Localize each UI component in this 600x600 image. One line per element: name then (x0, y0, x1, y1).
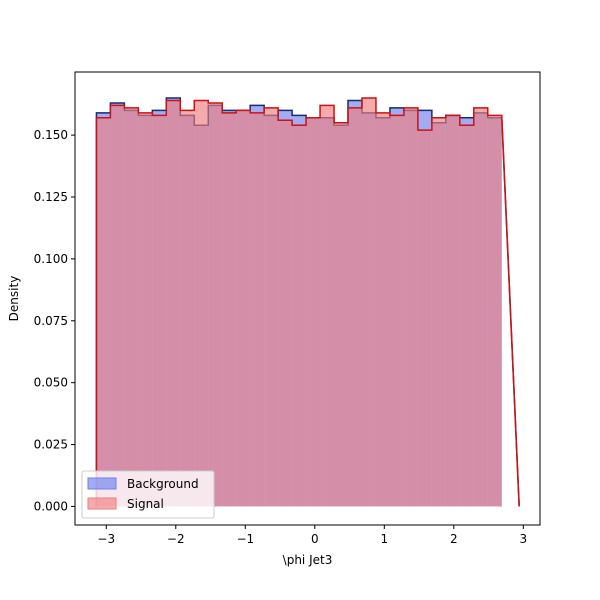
legend-label-background: Background (127, 477, 199, 491)
bar-signal (138, 112, 153, 507)
y-tick-label: 0.050 (34, 376, 68, 390)
axes-frame (74, 71, 541, 526)
x-tick-label: 0 (311, 532, 319, 546)
legend-swatch-background (87, 477, 117, 490)
x-tick-label: −1 (236, 532, 254, 546)
bar-signal (194, 100, 209, 507)
bar-signal (152, 115, 167, 507)
legend-swatch-signal (87, 497, 117, 510)
x-tick-label: 1 (380, 532, 388, 546)
y-tick-label: 0.000 (34, 499, 68, 513)
step-outline-signal (95, 97, 520, 507)
y-tick-label: 0.100 (34, 252, 68, 266)
y-tick-label: 0.075 (34, 314, 68, 328)
bar-signal (166, 100, 181, 507)
y-tick-label: 0.125 (34, 190, 68, 204)
bar-signal (222, 112, 237, 507)
y-axis-label: Density (7, 276, 21, 322)
bar-signal (375, 112, 390, 507)
legend-label-signal: Signal (127, 497, 164, 511)
x-axis: −3 −2 −1 0 1 2 3 (97, 525, 527, 546)
bar-signal (389, 115, 404, 507)
series-signal (95, 97, 520, 507)
x-tick-label: 3 (519, 532, 527, 546)
y-axis: 0.000 0.025 0.050 0.075 0.100 0.125 0.150 (34, 128, 75, 513)
bar-signal (459, 125, 474, 507)
legend: Background Signal (81, 470, 215, 519)
bar-signal (208, 102, 223, 507)
bar-signal (250, 112, 265, 507)
y-tick-label: 0.025 (34, 438, 68, 452)
bar-signal (417, 130, 432, 507)
bar-signal (473, 107, 488, 507)
bar-signal (264, 107, 279, 507)
series-layer (95, 97, 520, 507)
bar-signal (110, 105, 125, 507)
bar-signal (348, 107, 362, 507)
bar-signal (124, 107, 139, 507)
bar-signal (180, 110, 195, 507)
bar-signal (278, 120, 293, 507)
x-tick-label: −2 (167, 532, 185, 546)
bar-signal (403, 107, 418, 507)
bar-signal (487, 115, 502, 507)
x-tick-label: 2 (450, 532, 458, 546)
bar-signal (334, 122, 349, 507)
y-tick-label: 0.150 (34, 128, 68, 142)
bar-signal (236, 110, 251, 507)
bar-signal (431, 117, 446, 507)
bar-signal (361, 97, 376, 507)
bar-signal (306, 117, 321, 507)
x-axis-label: \phi Jet3 (283, 553, 333, 567)
bar-signal (96, 117, 111, 507)
bar-signal (320, 105, 335, 507)
x-tick-label: −3 (97, 532, 115, 546)
bar-signal (445, 115, 460, 507)
bar-signal (292, 125, 307, 507)
